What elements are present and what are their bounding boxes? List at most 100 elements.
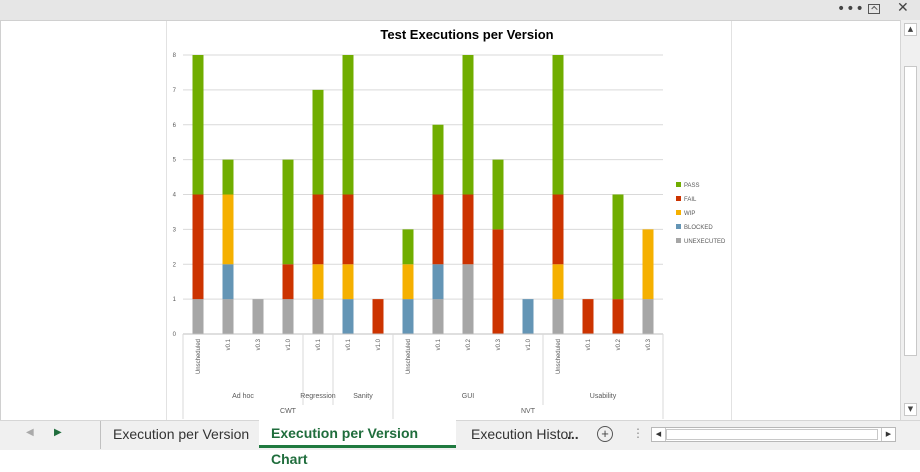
y-tick-label: 8 bbox=[173, 53, 177, 59]
y-axis-ticks: 0 1 2 3 4 5 6 7 8 bbox=[173, 53, 177, 338]
sheet-tab-bar: ◀ ▶ Execution per Version Execution per … bbox=[0, 420, 920, 467]
more-tabs-button[interactable]: ... bbox=[567, 426, 579, 442]
bar-segment-pass bbox=[342, 55, 354, 195]
x-category-label: v0.1 bbox=[316, 338, 322, 350]
bar-segment-wip bbox=[402, 264, 414, 300]
bar-segment-pass bbox=[222, 159, 234, 195]
scroll-up-icon[interactable]: ▲ bbox=[904, 23, 917, 36]
bar-segment-pass bbox=[402, 229, 414, 265]
y-tick-label: 2 bbox=[173, 262, 177, 268]
bar-segment-unexecuted bbox=[312, 299, 324, 334]
bar-segment-fail bbox=[312, 194, 324, 265]
bar-segment-blocked bbox=[522, 299, 534, 334]
stacked-bar-chart[interactable]: Test Executions per Version 0 1 2 3 4 5 6 7 8 Un… bbox=[1, 21, 901, 421]
vertical-scroll-thumb[interactable] bbox=[904, 66, 917, 356]
x-axis-category-labels: Unscheduled v0.1 v0.3 v1.0 v0.1 v0.1 v1.0 Unsch… bbox=[196, 338, 652, 374]
bar-segment-fail bbox=[492, 229, 504, 334]
more-options-icon[interactable]: ••• bbox=[837, 1, 865, 17]
plus-circle-icon[interactable]: + bbox=[597, 426, 613, 442]
bar-segment-blocked bbox=[342, 299, 354, 334]
tab-split-handle-icon[interactable]: ⋮ bbox=[632, 426, 644, 440]
y-tick-label: 1 bbox=[173, 297, 177, 303]
y-tick-label: 4 bbox=[173, 193, 177, 199]
x-category-label: v0.3 bbox=[496, 338, 502, 350]
bar-segment-fail bbox=[582, 299, 594, 334]
legend-label: BLOCKED bbox=[684, 225, 713, 231]
y-tick-label: 3 bbox=[173, 227, 177, 233]
bar-segment-blocked bbox=[432, 264, 444, 300]
y-tick-label: 5 bbox=[173, 158, 177, 164]
page-break-line bbox=[731, 21, 732, 421]
bar-segment-pass bbox=[282, 159, 294, 265]
bar-segment-wip bbox=[552, 264, 564, 300]
x-group-label: Regression bbox=[300, 393, 336, 400]
bar-segment-blocked bbox=[402, 299, 414, 334]
bar-segment-fail bbox=[432, 194, 444, 265]
bar-segment-pass bbox=[552, 55, 564, 195]
x-category-label: v0.1 bbox=[226, 338, 232, 350]
bar-segment-fail bbox=[342, 194, 354, 265]
bar-segment-pass bbox=[312, 89, 324, 195]
legend-label: FAIL bbox=[684, 197, 697, 203]
bar-segment-unexecuted bbox=[462, 264, 474, 334]
tab-execution-history[interactable]: Execution Histor bbox=[471, 426, 573, 442]
bar-segment-fail bbox=[282, 264, 294, 300]
chart-gridlines bbox=[183, 54, 663, 335]
x-category-label: v1.0 bbox=[286, 338, 292, 350]
bar-segment-pass bbox=[432, 124, 444, 195]
x-axis-group-labels: Ad hoc Regression Sanity GUI Usability CWT NVT bbox=[182, 333, 664, 419]
bar-segment-fail bbox=[372, 299, 384, 334]
legend-label: PASS bbox=[684, 183, 700, 189]
tab-execution-per-version[interactable]: Execution per Version bbox=[100, 421, 261, 449]
x-category-label: Unscheduled bbox=[556, 339, 562, 374]
bar-segment-fail bbox=[552, 194, 564, 265]
x-category-label: v0.2 bbox=[616, 338, 622, 350]
close-icon[interactable]: ✕ bbox=[897, 0, 909, 16]
bar-segment-fail bbox=[462, 194, 474, 265]
x-category-label: v0.3 bbox=[646, 338, 652, 350]
worksheet-area[interactable]: Test Executions per Version 0 1 2 3 4 5 6 7 8 Un… bbox=[0, 20, 901, 421]
scroll-tabs-left-icon[interactable]: ◀ bbox=[26, 427, 34, 438]
tab-execution-per-version-chart[interactable]: Execution per Version Chart bbox=[259, 420, 456, 467]
legend-label: UNEXECUTED bbox=[684, 239, 726, 245]
scroll-right-icon[interactable]: ▶ bbox=[881, 428, 895, 441]
x-group-label: Ad hoc bbox=[232, 393, 254, 400]
x-category-label: v0.1 bbox=[586, 338, 592, 350]
x-group-label: Usability bbox=[590, 393, 617, 400]
window-title-bar: ••• ✕ bbox=[0, 0, 920, 20]
horizontal-scroll-thumb[interactable] bbox=[666, 429, 878, 440]
y-tick-label: 0 bbox=[173, 332, 177, 338]
bar-segment-wip bbox=[342, 264, 354, 300]
x-category-label: v1.0 bbox=[376, 338, 382, 350]
x-category-label: v1.0 bbox=[526, 338, 532, 350]
bar-segment-wip bbox=[642, 229, 654, 300]
restore-window-icon[interactable] bbox=[868, 4, 880, 14]
bar-segment-unexecuted bbox=[642, 299, 654, 334]
horizontal-scrollbar[interactable]: ◀ ▶ bbox=[651, 427, 896, 442]
bar-segment-wip bbox=[312, 264, 324, 300]
legend-swatch bbox=[676, 224, 681, 229]
scroll-tabs-right-icon[interactable]: ▶ bbox=[54, 427, 62, 438]
bar-segment-unexecuted bbox=[222, 299, 234, 334]
x-category-label: v0.1 bbox=[346, 338, 352, 350]
scroll-down-icon[interactable]: ▼ bbox=[904, 403, 917, 416]
x-group-label: Sanity bbox=[353, 393, 373, 400]
vertical-scrollbar[interactable]: ▲ ▼ bbox=[900, 20, 920, 420]
bar-segment-fail bbox=[192, 194, 204, 300]
legend-label: WIP bbox=[684, 211, 695, 217]
x-group-label: GUI bbox=[462, 393, 475, 400]
x-supergroup-label: NVT bbox=[521, 408, 536, 415]
y-tick-label: 7 bbox=[173, 88, 177, 94]
bar-segment-unexecuted bbox=[552, 299, 564, 334]
page-break-line bbox=[166, 21, 167, 421]
x-category-label: v0.1 bbox=[436, 338, 442, 350]
scroll-left-icon[interactable]: ◀ bbox=[652, 428, 666, 441]
x-category-label: v0.3 bbox=[256, 338, 262, 350]
bar-segment-wip bbox=[222, 194, 234, 265]
bar-segment-pass bbox=[612, 194, 624, 300]
bar-segment-unexecuted bbox=[252, 299, 264, 334]
x-category-label: Unscheduled bbox=[406, 339, 412, 374]
chart-bars bbox=[192, 55, 654, 334]
bar-segment-unexecuted bbox=[282, 299, 294, 334]
x-category-label: v0.2 bbox=[466, 338, 472, 350]
